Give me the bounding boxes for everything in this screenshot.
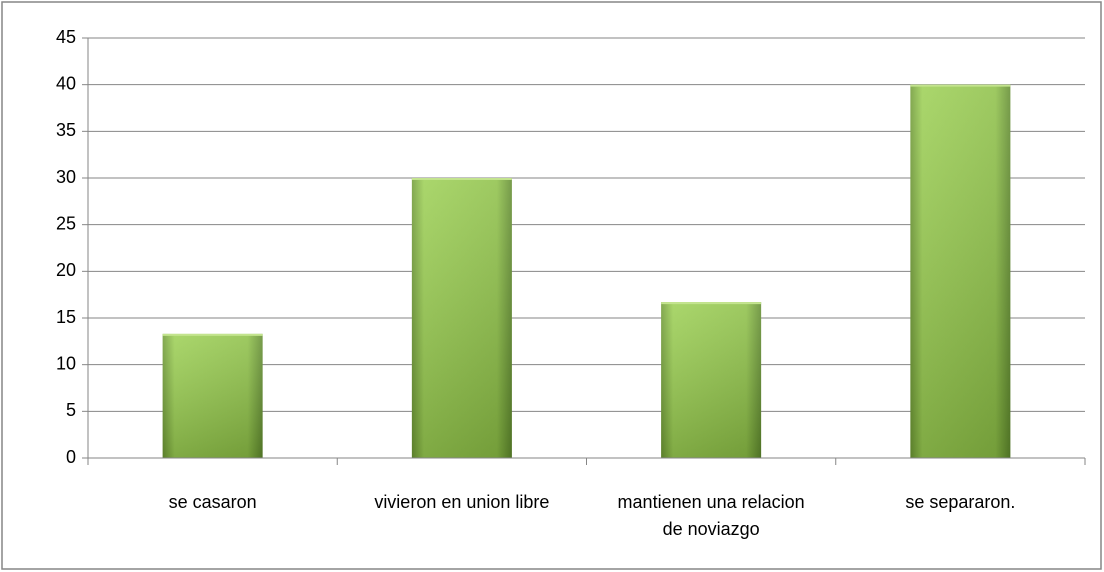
- y-tick-label: 15: [56, 307, 76, 327]
- y-tick-label: 25: [56, 213, 76, 233]
- y-tick-label: 35: [56, 120, 76, 140]
- y-tick-label: 10: [56, 353, 76, 373]
- bar-shade: [661, 302, 762, 458]
- bar-shade: [162, 333, 263, 458]
- bar-shade: [411, 178, 512, 458]
- x-tick-label: se casaron: [168, 492, 257, 512]
- y-tick-label: 30: [56, 167, 76, 187]
- y-tick-label: 0: [66, 447, 76, 467]
- bar-shade: [910, 84, 1011, 459]
- y-tick-label: 45: [56, 27, 76, 47]
- x-tick-label: se separaron.: [905, 492, 1016, 512]
- x-tick-label: vivieron en union libre: [374, 492, 550, 512]
- y-tick-label: 5: [66, 400, 76, 420]
- y-tick-label: 40: [56, 73, 76, 93]
- y-tick-label: 20: [56, 260, 76, 280]
- x-tick-label: mantienen una relacion de noviazgo: [617, 492, 805, 539]
